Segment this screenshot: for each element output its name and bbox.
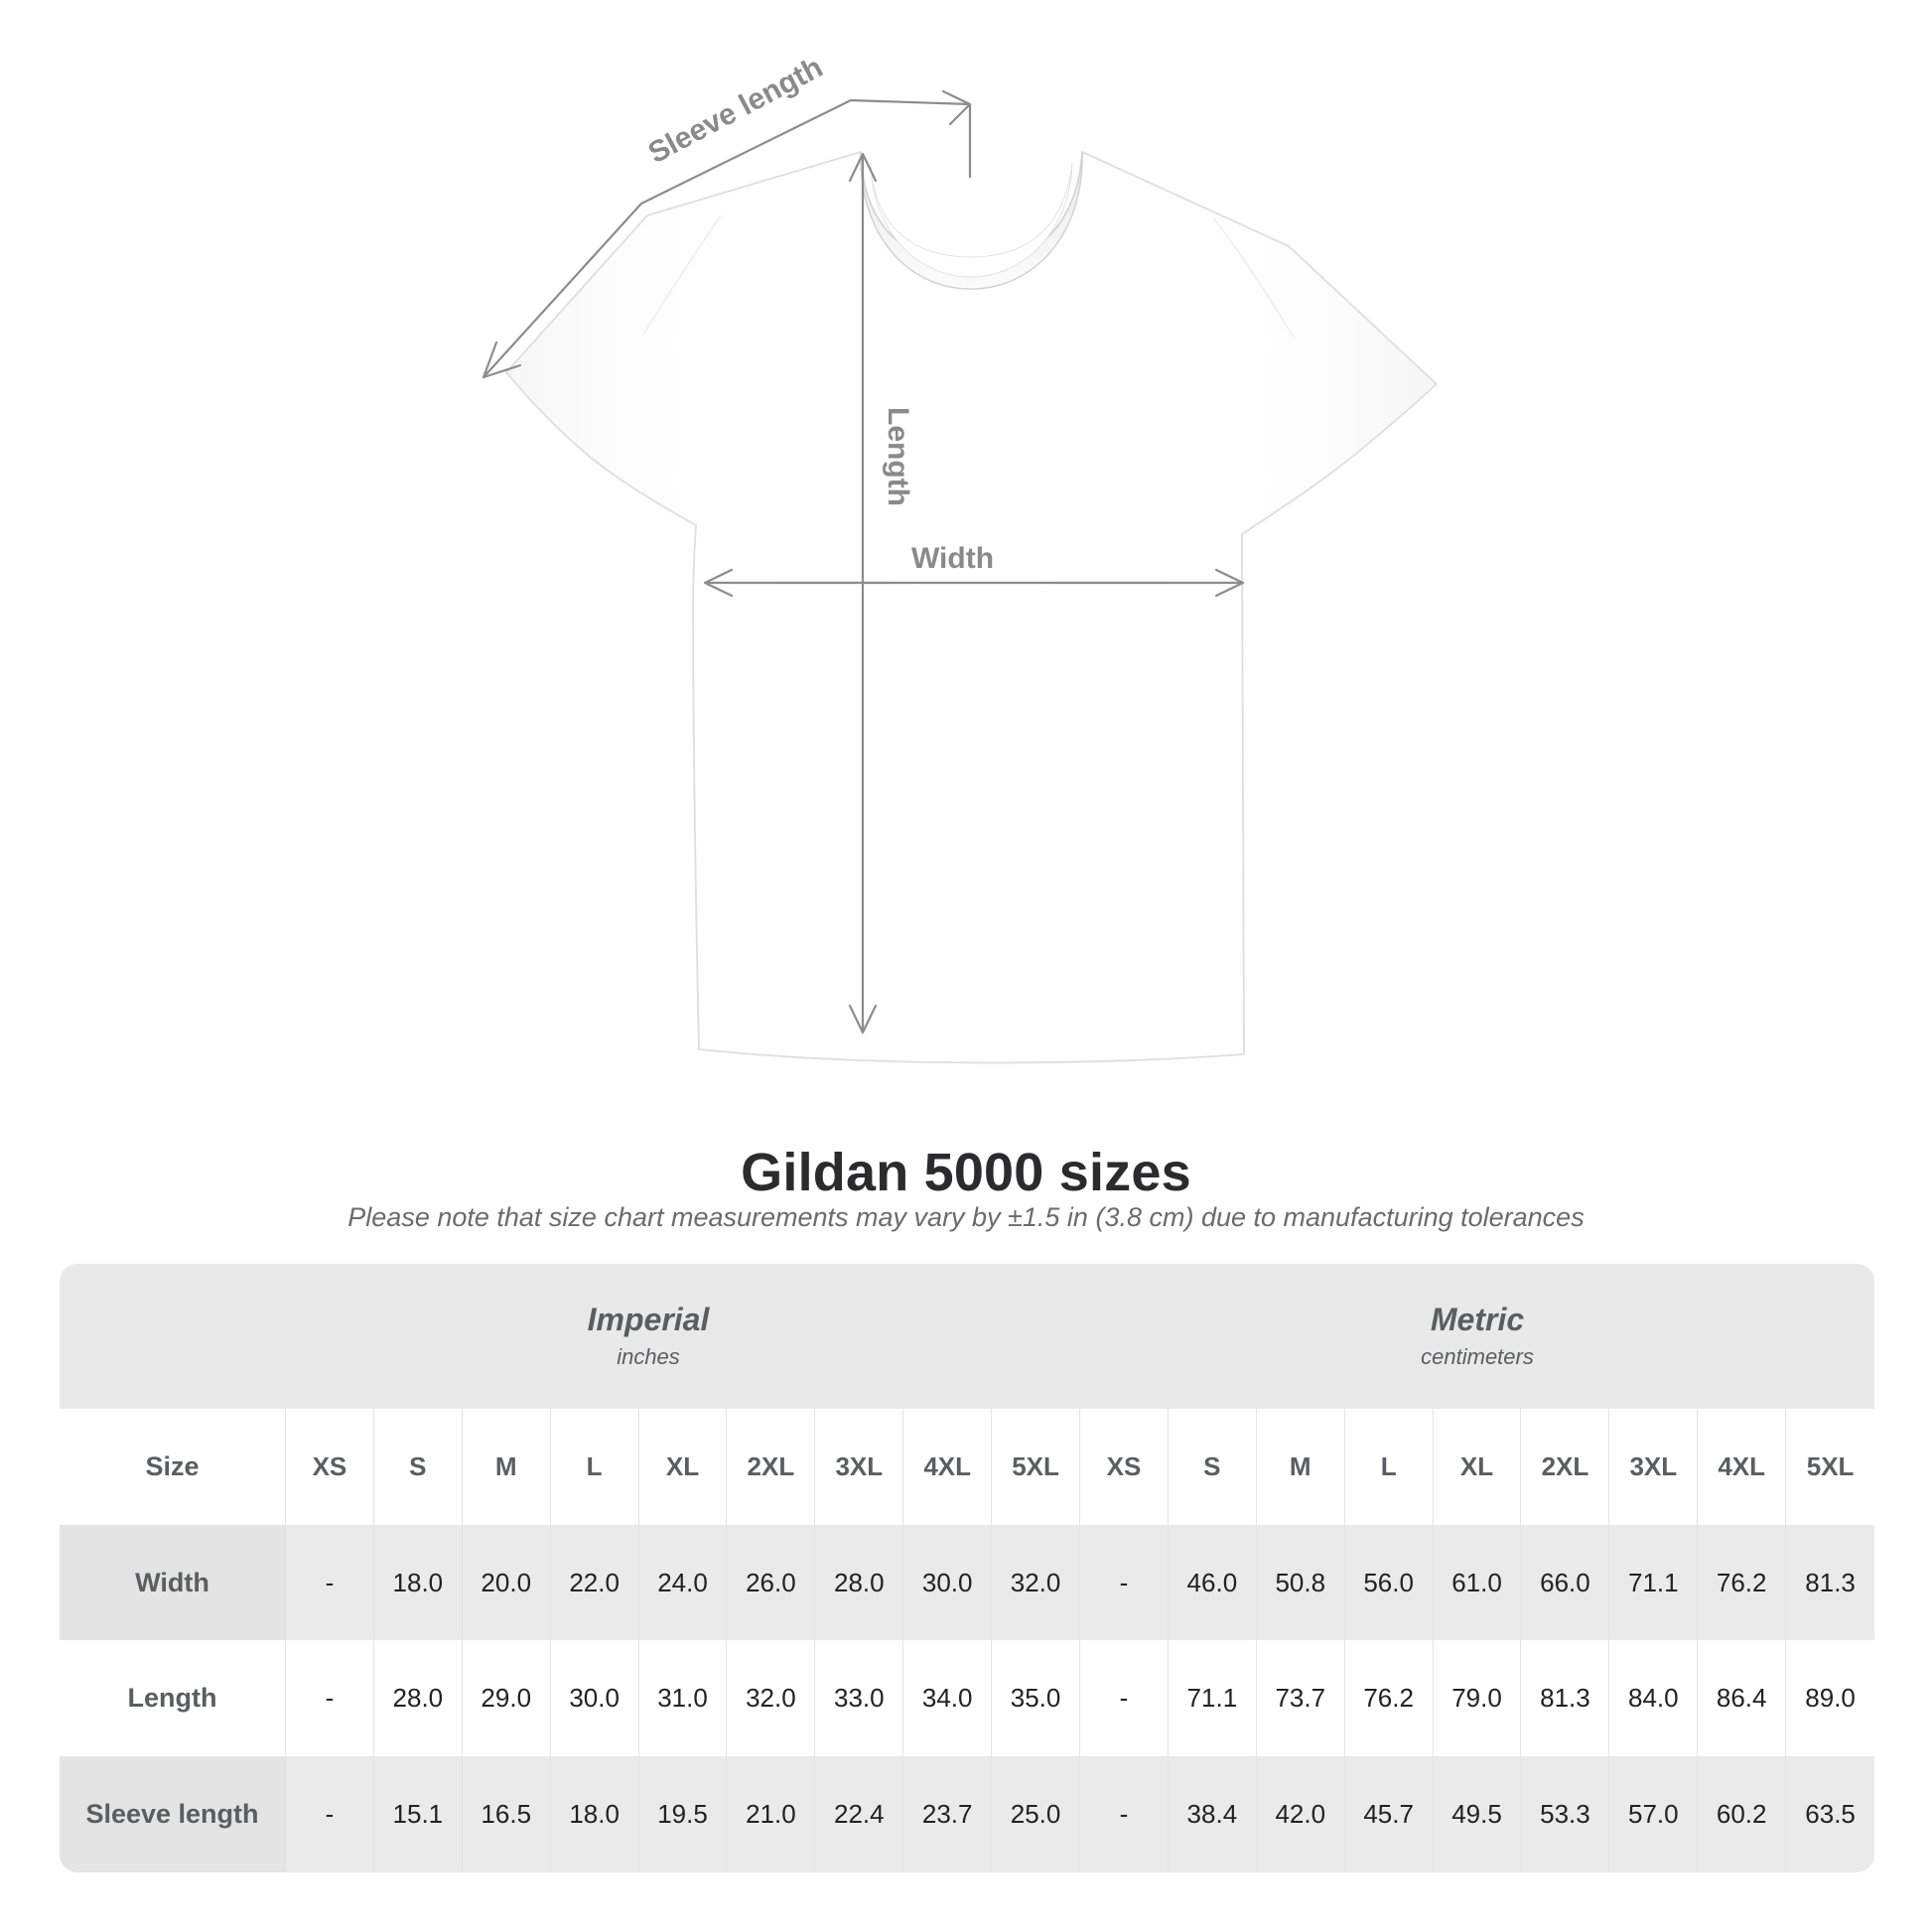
svg-text:Width: Width — [911, 542, 994, 575]
svg-text:Sleeve length: Sleeve length — [643, 51, 828, 170]
svg-text:Length: Length — [882, 407, 914, 506]
